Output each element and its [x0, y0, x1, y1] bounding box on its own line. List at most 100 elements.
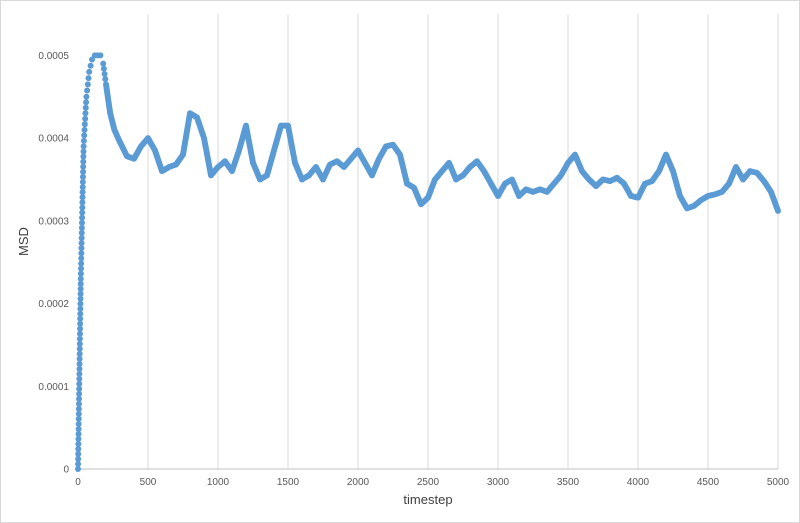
data-point — [75, 415, 82, 422]
data-point — [86, 68, 93, 75]
data-point — [76, 355, 83, 362]
gridlines — [147, 14, 779, 469]
data-point — [79, 173, 86, 180]
data-point — [82, 104, 89, 111]
data-point — [81, 121, 88, 128]
data-point — [80, 163, 87, 170]
data-point — [76, 340, 83, 347]
data-point — [75, 466, 81, 472]
x-tick-label: 4000 — [627, 477, 650, 488]
data-point — [78, 224, 85, 231]
data-point — [75, 445, 82, 452]
data-point — [79, 204, 86, 211]
data-point — [76, 395, 83, 402]
data-point — [77, 290, 84, 297]
data-point — [77, 310, 84, 317]
data-point — [77, 295, 84, 302]
data-point — [78, 265, 85, 272]
data-point — [76, 380, 83, 387]
data-points — [75, 52, 781, 472]
data-point — [76, 360, 83, 367]
data-point — [78, 219, 85, 226]
data-point — [75, 400, 82, 407]
x-tick-label: 3500 — [557, 477, 580, 488]
data-point — [79, 209, 86, 216]
data-point — [78, 240, 85, 247]
y-tick-label: 0.0005 — [38, 51, 69, 62]
data-point — [79, 214, 86, 221]
data-point — [78, 250, 85, 257]
y-tick-label: 0.0004 — [38, 134, 69, 145]
data-point — [101, 70, 108, 77]
x-tick-label: 2500 — [417, 477, 440, 488]
data-point — [77, 270, 84, 277]
data-point — [80, 158, 87, 165]
data-point — [75, 405, 82, 412]
data-point — [77, 325, 84, 332]
data-point — [78, 255, 85, 262]
data-point — [75, 455, 82, 462]
data-point — [83, 99, 90, 106]
data-point — [76, 345, 83, 352]
data-point — [79, 199, 86, 206]
data-point — [775, 207, 781, 214]
data-point — [77, 285, 84, 292]
data-point — [84, 87, 91, 94]
y-axis-ticks: 0 0.0001 0.0002 0.0003 0.0004 0.0005 — [38, 51, 69, 476]
data-point — [76, 365, 83, 372]
data-point — [80, 143, 87, 150]
data-point — [75, 430, 82, 437]
data-point — [79, 194, 86, 201]
x-tick-label: 500 — [140, 477, 157, 488]
data-point — [76, 385, 83, 392]
data-point — [76, 350, 83, 357]
x-axis-title: timestep — [403, 492, 452, 507]
data-point — [77, 300, 84, 307]
data-point — [100, 60, 107, 67]
data-point — [78, 229, 85, 236]
data-point — [100, 65, 107, 72]
x-tick-label: 4500 — [697, 477, 720, 488]
data-point — [82, 110, 89, 117]
data-point — [80, 168, 87, 175]
x-tick-label: 0 — [75, 477, 81, 488]
y-tick-label: 0 — [63, 465, 69, 476]
data-point — [82, 115, 89, 122]
data-point — [77, 320, 84, 327]
data-point — [80, 137, 87, 144]
x-tick-label: 5000 — [767, 477, 790, 488]
x-tick-label: 3000 — [487, 477, 510, 488]
data-point — [97, 52, 104, 59]
x-tick-label: 1500 — [277, 477, 300, 488]
data-point — [77, 305, 84, 312]
data-point — [85, 75, 92, 82]
data-point — [87, 62, 94, 69]
data-point — [75, 440, 82, 447]
data-point — [75, 425, 82, 432]
data-point — [78, 245, 85, 252]
y-axis-title: MSD — [16, 227, 31, 256]
data-point — [77, 275, 84, 282]
data-point — [76, 330, 83, 337]
y-tick-label: 0.0002 — [38, 299, 69, 310]
data-point — [81, 126, 88, 133]
data-point — [78, 235, 85, 241]
data-point — [75, 450, 82, 457]
data-point — [76, 375, 83, 382]
data-point — [80, 153, 87, 160]
y-tick-label: 0.0003 — [38, 216, 69, 227]
data-point — [84, 81, 91, 88]
data-point — [79, 184, 86, 191]
data-point — [83, 93, 90, 100]
data-point — [75, 420, 82, 427]
y-tick-label: 0.0001 — [38, 382, 69, 393]
data-point — [76, 390, 83, 397]
data-point — [75, 435, 82, 442]
data-point — [76, 370, 83, 377]
x-tick-label: 2000 — [347, 477, 370, 488]
data-point — [76, 335, 83, 342]
data-point — [77, 315, 84, 322]
data-point — [80, 148, 87, 155]
